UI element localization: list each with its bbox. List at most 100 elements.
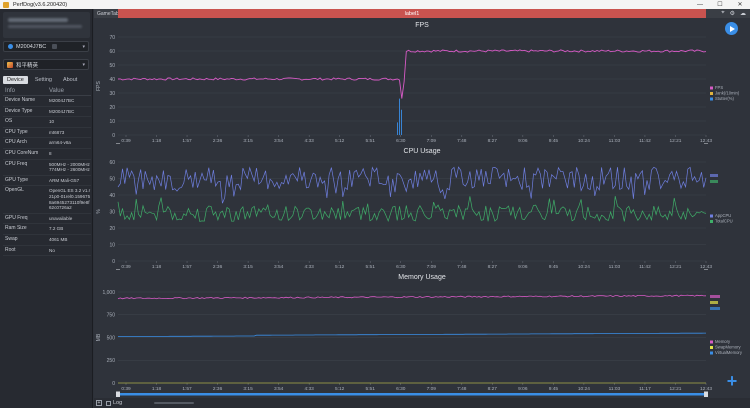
info-value: M2004J7BC — [49, 108, 75, 114]
cloud-icon[interactable]: ☁ — [740, 11, 746, 17]
range-start-handle — [116, 143, 120, 144]
virtual-memory-current-value-blurred — [710, 307, 720, 310]
x-tick-label: 12:21 — [669, 386, 681, 392]
cpu-chart: CPU Usage% 0 10 20 30 40 50 60 0:39 1:18 1:57 2:36 3… — [96, 148, 733, 270]
legend-swatch — [710, 220, 713, 223]
info-row: CPU Arch arm64-v8a — [3, 138, 91, 149]
y-tick-label: 40 — [109, 193, 115, 199]
info-value: 8 — [49, 150, 52, 156]
x-tick-label: 9:06 — [518, 138, 528, 144]
swap-current-value-blurred — [710, 301, 718, 304]
x-tick-label: 5:12 — [335, 264, 345, 270]
sidebar-tabs: Device Setting About — [3, 76, 81, 84]
tab-label1[interactable]: label1 — [118, 9, 706, 18]
app-cpu-series-line — [117, 166, 707, 204]
user-account-box[interactable] — [3, 12, 90, 38]
x-tick-label: 1:57 — [182, 386, 192, 392]
range-end-handle — [704, 391, 708, 397]
x-tick-label: 6:30 — [396, 386, 406, 392]
x-tick-label: 9:06 — [518, 386, 528, 392]
range-end-handle — [704, 143, 708, 144]
total-cpu-series-line — [117, 196, 707, 223]
legend-label: Stutter(%) — [715, 96, 734, 101]
info-value: 7.2 GB — [49, 226, 64, 232]
x-tick-label: 4:33 — [304, 386, 314, 392]
expand-icon[interactable]: + — [96, 400, 102, 406]
time-range-slider — [118, 393, 706, 396]
info-key: CPU Freq — [5, 160, 28, 167]
x-tick-label: 12:43 — [700, 264, 712, 270]
value-column-header: Value — [49, 88, 64, 94]
toolbar-icons: ⌖ ⚙ ☁ — [721, 9, 746, 18]
x-tick-label: 9:06 — [518, 264, 528, 270]
info-value: 10 — [49, 119, 55, 125]
start-test-button[interactable] — [725, 22, 738, 35]
device-select[interactable]: M2004J7BC ▾ — [3, 41, 89, 52]
legend-swatch — [710, 214, 713, 218]
y-tick-label: 50 — [109, 176, 115, 182]
y-tick-label: 40 — [109, 77, 115, 83]
tab-device[interactable]: Device — [3, 76, 28, 84]
y-axis-label: % — [96, 209, 102, 214]
x-tick-label: 0:39 — [121, 386, 131, 392]
settings-icon[interactable]: ⚙ — [729, 11, 735, 17]
legend-label: Jank(/10min) — [715, 91, 740, 96]
legend-label: Memory — [715, 339, 731, 344]
x-tick-label: 5:51 — [366, 264, 376, 270]
x-tick-label: 7:48 — [457, 138, 467, 144]
app-select[interactable]: 和平精英 ▾ — [3, 59, 89, 70]
legend-swatch — [710, 340, 713, 344]
x-tick-label: 7:09 — [427, 386, 437, 392]
device-info-icon — [52, 44, 58, 49]
info-key: GPU Freq — [5, 214, 28, 221]
info-key: OS — [5, 118, 13, 125]
log-toggle[interactable]: Log — [106, 400, 122, 406]
x-tick-label: 8:27 — [488, 264, 498, 270]
x-tick-label: 5:12 — [335, 386, 345, 392]
range-end-handle — [704, 269, 708, 270]
checkbox-icon[interactable] — [106, 400, 111, 406]
x-tick-label: 3:15 — [243, 264, 253, 270]
status-bar: + Log — [94, 398, 750, 408]
x-tick-label: 12:21 — [669, 264, 681, 270]
x-tick-label: 1:57 — [182, 264, 192, 270]
location-icon[interactable]: ⌖ — [721, 10, 725, 16]
x-tick-label: 11:03 — [609, 264, 621, 270]
x-tick-label: 12:21 — [669, 138, 681, 144]
window-controls: — ☐ ✕ — [690, 0, 750, 9]
y-axis-label: FPS — [96, 80, 102, 90]
legend-swatch — [710, 346, 713, 349]
info-key: CPU CoreNum — [5, 149, 39, 156]
info-row: CPU Type mt6873 — [3, 128, 91, 139]
legend-swatch — [710, 92, 713, 95]
chart-title: Memory Usage — [398, 274, 446, 281]
info-key: CPU Arch — [5, 139, 27, 146]
info-table-header: Info Value — [3, 87, 91, 96]
minimize-button[interactable]: — — [697, 1, 703, 8]
info-value: ARM Mali-G57 — [49, 177, 80, 183]
x-tick-label: 2:36 — [213, 138, 223, 144]
x-tick-label: 0:39 — [121, 264, 131, 270]
x-tick-label: 3:54 — [274, 138, 284, 144]
x-tick-label: 5:51 — [366, 138, 376, 144]
add-icon[interactable]: + — [726, 371, 738, 391]
info-value: OpenGL ES 3.2 v1.r21p0-01rel0.1596758a69… — [49, 188, 91, 211]
tab-gametab[interactable]: GameTab — [97, 10, 119, 17]
x-tick-label: 7:48 — [457, 264, 467, 270]
legend-label: TotalCPU — [715, 219, 733, 224]
tab-about[interactable]: About — [62, 77, 78, 83]
y-tick-label: 60 — [109, 49, 115, 55]
close-button[interactable]: ✕ — [737, 2, 743, 8]
legend-swatch — [710, 97, 713, 101]
tab-setting[interactable]: Setting — [34, 77, 52, 83]
fps-series-line — [117, 49, 707, 99]
maximize-button[interactable]: ☐ — [717, 2, 723, 8]
info-row: OS 10 — [3, 117, 91, 128]
horizontal-scrollbar[interactable] — [154, 402, 194, 404]
y-tick-label: 20 — [109, 226, 115, 232]
info-value: unavailable — [49, 215, 73, 221]
x-tick-label: 10:24 — [578, 386, 590, 392]
y-tick-label: 750 — [107, 313, 116, 319]
x-tick-label: 1:18 — [152, 138, 162, 144]
y-tick-label: 250 — [107, 358, 116, 364]
